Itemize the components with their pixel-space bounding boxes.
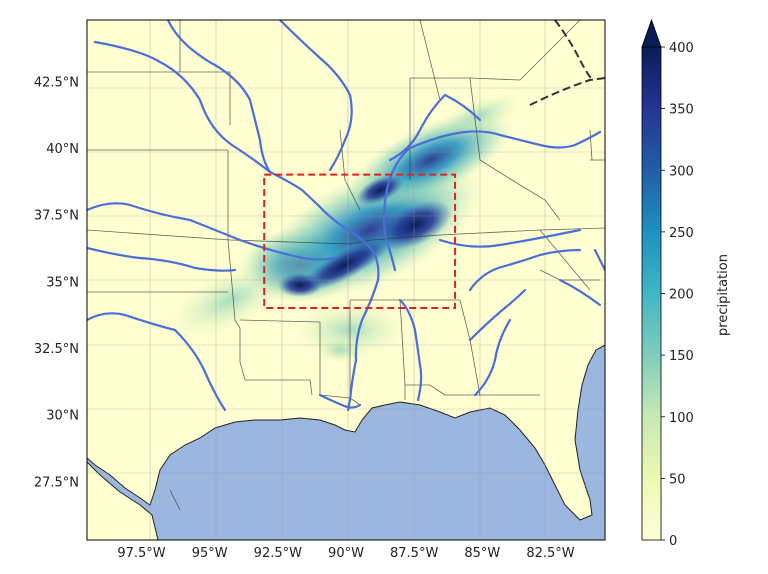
map-panel xyxy=(87,20,605,540)
colorbar-tick-label: 200 xyxy=(669,288,694,303)
colorbar-tick-label: 300 xyxy=(669,164,694,179)
longitude-tick-label: 95°W xyxy=(192,546,228,561)
longitude-tick-label: 90°W xyxy=(328,546,364,561)
longitude-tick-label: 85°W xyxy=(464,546,500,561)
colorbar-tick-label: 400 xyxy=(669,41,694,56)
latitude-tick-label: 37.5°N xyxy=(34,209,79,224)
colorbar-tick-label: 100 xyxy=(669,411,694,426)
canada-border xyxy=(529,77,605,106)
gulf-of-mexico xyxy=(87,344,605,540)
latitude-tick-label: 35°N xyxy=(46,275,79,290)
colorbar-extend-arrow xyxy=(641,18,662,48)
colorbar-tick-label: 250 xyxy=(669,226,694,241)
map-frame xyxy=(86,19,606,541)
colorbar-tick-label: 350 xyxy=(669,103,694,118)
colorbar-label: precipitation xyxy=(716,254,731,336)
colorbar-tick-label: 150 xyxy=(669,349,694,364)
gridlines xyxy=(87,20,605,540)
study-area-box xyxy=(263,173,457,309)
colorbar-gradient xyxy=(641,46,662,541)
colorbar-tick-labels: 0 50 100 150 200 250 300 350 400 xyxy=(661,41,694,549)
longitude-tick-label: 82.5°W xyxy=(526,546,574,561)
latitude-tick-label: 32.5°N xyxy=(34,342,79,357)
longitude-tick-label: 87.5°W xyxy=(390,546,438,561)
longitude-tick-labels: 97.5°W 95°W 92.5°W 90°W 87.5°W 85°W 82.5°W xyxy=(117,546,574,561)
colorbar-tick-label: 0 xyxy=(669,534,677,549)
latitude-tick-label: 40°N xyxy=(46,142,79,157)
state-borders xyxy=(87,20,605,511)
colorbar-tick-label: 50 xyxy=(669,472,686,487)
rivers xyxy=(87,20,605,412)
latitude-tick-label: 27.5°N xyxy=(34,475,79,490)
latitude-tick-labels: 42.5°N 40°N 37.5°N 35°N 32.5°N 30°N 27.5°N xyxy=(34,75,79,490)
latitude-tick-label: 30°N xyxy=(46,409,79,424)
colorbar: 0 50 100 150 200 250 300 350 400 precipitation xyxy=(641,18,731,549)
longitude-tick-label: 97.5°W xyxy=(117,546,165,561)
longitude-tick-label: 92.5°W xyxy=(254,546,302,561)
latitude-tick-label: 42.5°N xyxy=(34,75,79,90)
